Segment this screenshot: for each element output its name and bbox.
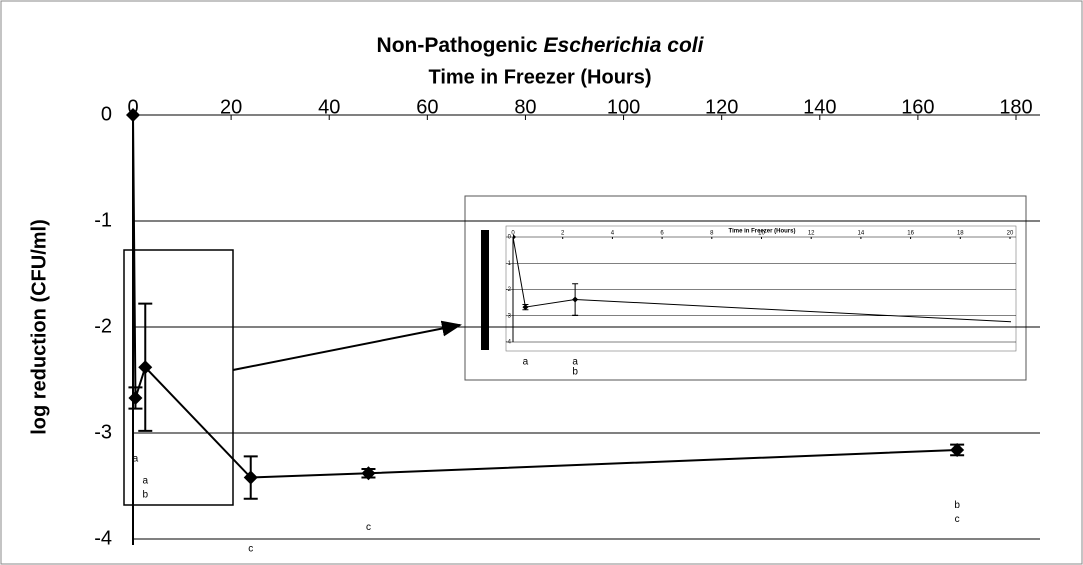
series-line: [132, 114, 958, 479]
inset-plot-frame: [505, 225, 1017, 352]
significance-letter: b: [142, 490, 148, 501]
series-line: [513, 236, 1011, 323]
series: [126, 108, 965, 500]
x-tick-label: 0: [511, 231, 515, 237]
significance-letter: c: [248, 543, 253, 554]
x-tick-label: 140: [803, 96, 836, 118]
x-tick-label: 16: [907, 231, 914, 237]
x-tick-label: 160: [901, 96, 934, 118]
y-tick-label: -3: [506, 313, 512, 319]
title-part: Non-Pathogenic: [377, 34, 538, 57]
y-axis-label: log reduction (CFU/ml): [28, 219, 50, 435]
significance-letter: c: [955, 514, 960, 525]
significance-letter: b: [572, 367, 578, 378]
inset-title: Time in Freezer (Hours): [729, 229, 796, 235]
data-point: [128, 391, 143, 406]
x-tick-label: 0: [127, 96, 138, 118]
x-tick-label: 18: [957, 231, 964, 237]
significance-letter: a: [133, 453, 139, 464]
x-tick-label: 4: [611, 231, 615, 237]
x-tick-label: 14: [858, 231, 865, 237]
inset-bar: [481, 230, 489, 350]
data-point: [522, 304, 529, 311]
x-tick-label: 2: [561, 231, 565, 237]
x-tick-label: 20: [1007, 231, 1014, 237]
chart-title: Non-Pathogenic Escherichia coli: [377, 34, 705, 57]
data-point: [950, 442, 965, 457]
data-point: [243, 470, 258, 485]
y-tick-label: -4: [94, 527, 112, 549]
significance-letter: a: [572, 357, 578, 368]
significance-letter: c: [366, 522, 371, 533]
y-tick-label: -3: [94, 421, 112, 443]
inset-frame: [464, 195, 1027, 381]
zoom-arrow: [232, 320, 462, 371]
x-tick-label: 80: [514, 96, 536, 118]
x-tick-label: 20: [220, 96, 242, 118]
x-tick-label: 40: [318, 96, 340, 118]
x-tick-label: 100: [607, 96, 640, 118]
y-tick-label: -1: [506, 261, 512, 267]
y-tick-label: -2: [94, 315, 112, 337]
series: [513, 234, 1011, 323]
data-point: [138, 360, 153, 375]
significance-letter: a: [142, 476, 148, 487]
y-tick-label: -2: [506, 287, 512, 293]
title-italic: Escherichia coli: [544, 34, 705, 57]
x-tick-label: 6: [660, 231, 664, 237]
significance-letter: a: [523, 357, 529, 368]
y-tick-label: -4: [506, 340, 512, 346]
zoom-box: [123, 249, 234, 506]
significance-letter: b: [954, 500, 960, 511]
y-tick-label: 0: [508, 235, 512, 241]
data-point: [513, 234, 516, 240]
data-point: [361, 466, 376, 481]
x-tick-label: 8: [710, 231, 714, 237]
x-tick-label: 10: [758, 231, 765, 237]
data-point: [572, 296, 579, 303]
y-tick-label: 0: [101, 103, 112, 125]
x-axis-label: Time in Freezer (Hours): [428, 66, 651, 88]
x-tick-label: 180: [999, 96, 1032, 118]
y-tick-label: -1: [94, 209, 112, 231]
data-point: [126, 108, 140, 122]
x-tick-label: 12: [808, 231, 815, 237]
x-tick-label: 60: [416, 96, 438, 118]
x-tick-label: 120: [705, 96, 738, 118]
